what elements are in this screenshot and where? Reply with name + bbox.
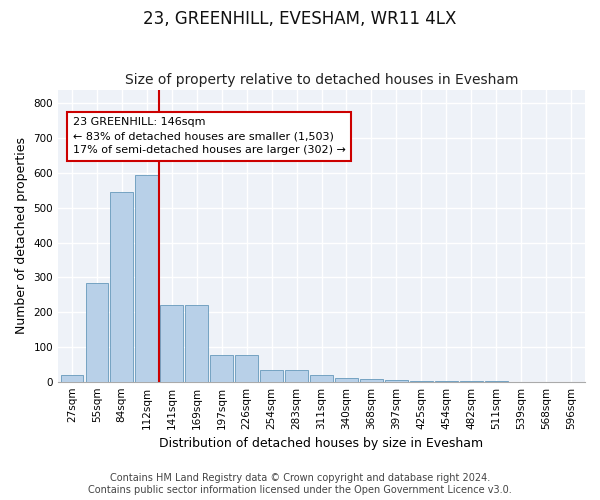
Bar bbox=[61, 374, 83, 382]
Bar bbox=[160, 305, 183, 382]
Title: Size of property relative to detached houses in Evesham: Size of property relative to detached ho… bbox=[125, 73, 518, 87]
Bar bbox=[435, 381, 458, 382]
Bar bbox=[410, 380, 433, 382]
Bar bbox=[235, 354, 258, 382]
Bar bbox=[310, 374, 333, 382]
Bar bbox=[185, 305, 208, 382]
Y-axis label: Number of detached properties: Number of detached properties bbox=[15, 137, 28, 334]
Text: 23, GREENHILL, EVESHAM, WR11 4LX: 23, GREENHILL, EVESHAM, WR11 4LX bbox=[143, 10, 457, 28]
Bar bbox=[385, 380, 407, 382]
Bar bbox=[360, 379, 383, 382]
Bar bbox=[211, 354, 233, 382]
Bar bbox=[335, 378, 358, 382]
Bar bbox=[260, 370, 283, 382]
Bar bbox=[286, 370, 308, 382]
Bar bbox=[86, 282, 108, 382]
Bar bbox=[136, 175, 158, 382]
Text: Contains HM Land Registry data © Crown copyright and database right 2024.
Contai: Contains HM Land Registry data © Crown c… bbox=[88, 474, 512, 495]
Text: 23 GREENHILL: 146sqm
← 83% of detached houses are smaller (1,503)
17% of semi-de: 23 GREENHILL: 146sqm ← 83% of detached h… bbox=[73, 118, 346, 156]
Bar bbox=[110, 192, 133, 382]
X-axis label: Distribution of detached houses by size in Evesham: Distribution of detached houses by size … bbox=[160, 437, 484, 450]
